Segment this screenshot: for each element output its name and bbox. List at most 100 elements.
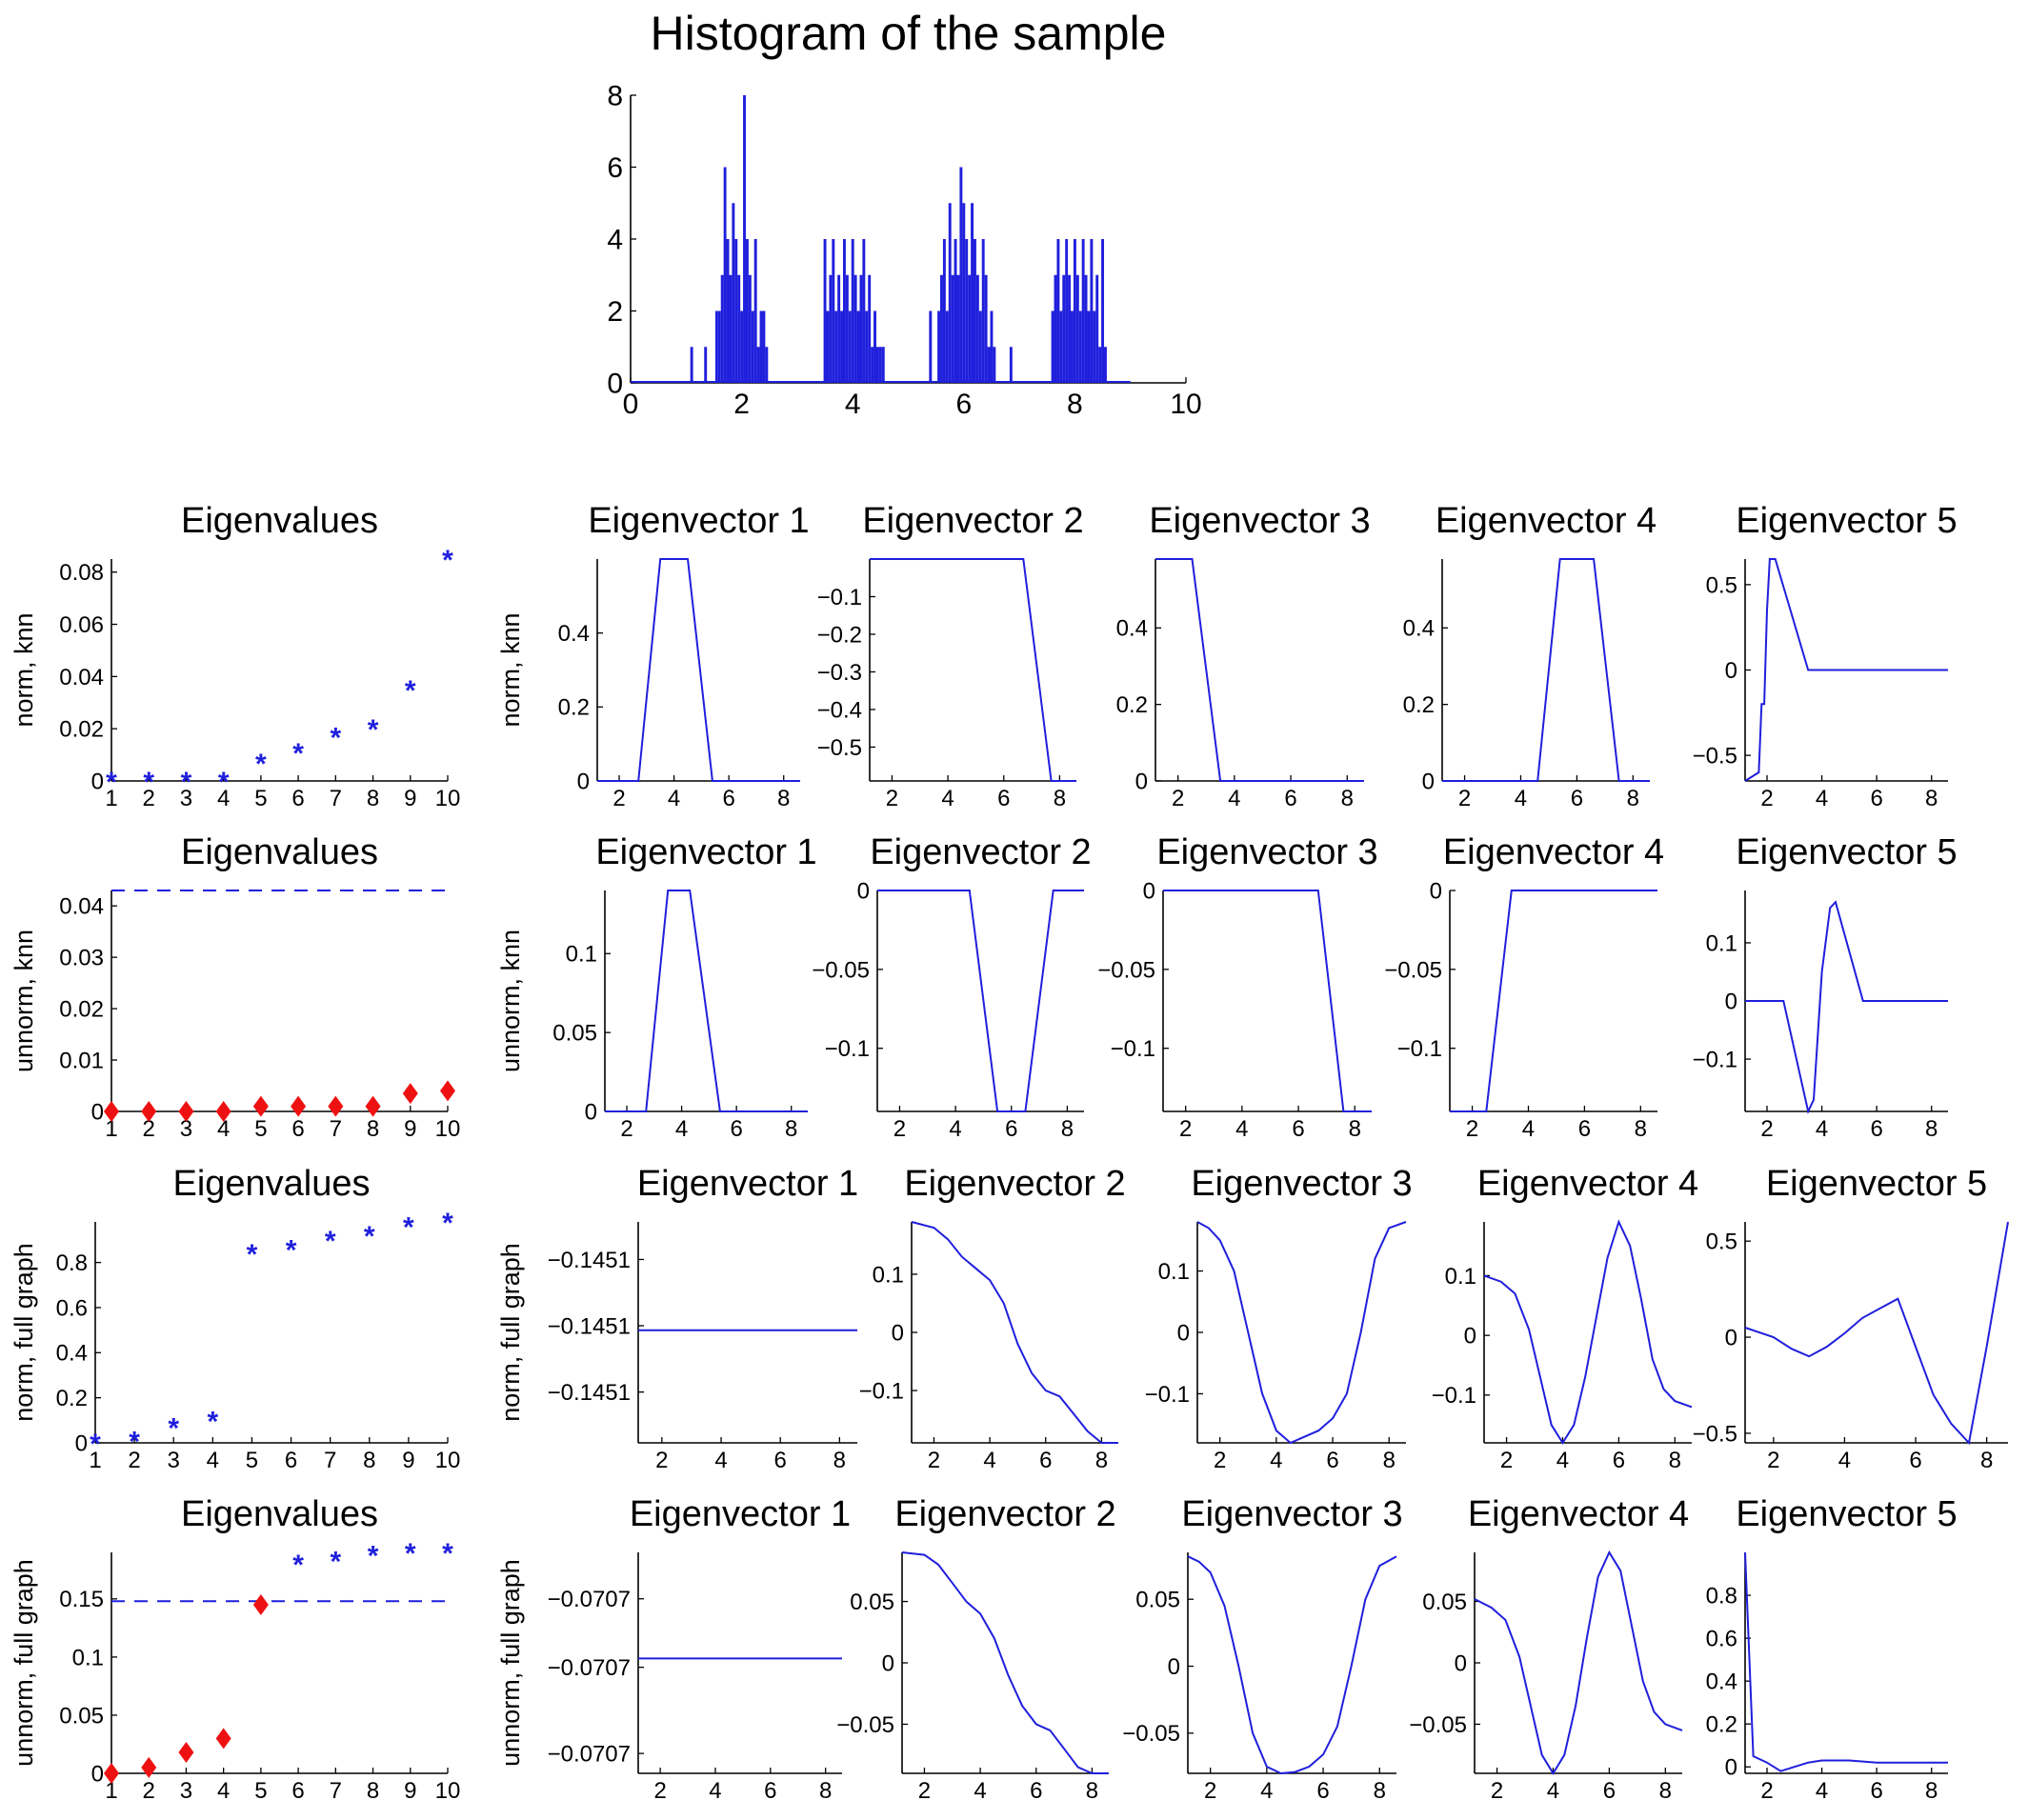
- histogram-bar: [987, 347, 991, 383]
- x-tick-label: 1: [105, 1778, 117, 1804]
- histogram-bar: [881, 347, 885, 383]
- y-tick-label: 0: [75, 1430, 88, 1456]
- x-tick-label: 4: [675, 1116, 688, 1142]
- y-tick-label: 0.4: [1116, 616, 1148, 642]
- y-tick-label: 0.4: [56, 1341, 88, 1367]
- chart-r4c5: Eigenvector 5 2 4 6 8 0.8 0.6 0.4 0.2 0: [1706, 1494, 1958, 1804]
- eigenvalue-star-point: *: [90, 1429, 101, 1460]
- histogram-bar: [1081, 239, 1085, 383]
- x-tick-label: 9: [402, 1448, 414, 1473]
- eigenvalue-star-point: *: [442, 545, 453, 576]
- eigenvalue-diamond-point: [215, 1101, 231, 1122]
- histogram-bar: [965, 239, 969, 383]
- histogram-bar: [859, 274, 863, 383]
- y-tick-label: 0.2: [56, 1386, 88, 1411]
- x-tick-label: 6: [955, 389, 972, 420]
- histogram-bar: [842, 239, 846, 383]
- chart-r3c5: Eigenvector 5 2 4 6 8 0.5 0 −0.5: [1693, 1164, 2009, 1473]
- x-tick-label: 8: [785, 1116, 797, 1142]
- y-tick-label: −0.1: [1432, 1383, 1476, 1409]
- chart-title: Eigenvalues: [181, 832, 378, 872]
- histogram-bar: [865, 310, 869, 383]
- eigenvalue-diamond-point: [178, 1101, 194, 1122]
- eigenvector-line: [1450, 890, 1657, 1112]
- eigenvalue-star-point: *: [181, 767, 192, 798]
- eigenvector-line: [1745, 900, 1948, 1115]
- histogram-bar: [732, 203, 735, 383]
- histogram-bar: [845, 274, 849, 383]
- y-tick-label: 0.08: [59, 560, 104, 586]
- y-tick-label: 0.15: [59, 1587, 104, 1612]
- x-tick-label: 4: [217, 786, 230, 811]
- x-tick-label: 2: [143, 1778, 155, 1804]
- histogram-bar: [1098, 347, 1102, 383]
- histogram-bar: [753, 239, 757, 383]
- y-tick-label: −0.1: [817, 585, 862, 610]
- histogram-bar: [851, 239, 854, 383]
- chart-ev_r4: Eigenvalues unnorm, full graph 1 2 3 4 5 6 7 8 9 10…: [10, 1494, 460, 1804]
- y-tick-label: 0: [857, 878, 870, 904]
- histogram-bar: [743, 95, 746, 383]
- x-tick-label: 3: [168, 1448, 180, 1473]
- histogram-bar: [929, 310, 933, 383]
- x-tick-label: 4: [1816, 1778, 1828, 1804]
- chart-title: Eigenvector 5: [1736, 1494, 1957, 1534]
- histogram-bar: [971, 203, 974, 383]
- histogram-bar: [765, 347, 769, 383]
- eigenvalue-star-point: *: [405, 675, 416, 707]
- histogram-bar: [1093, 310, 1096, 383]
- y-tick-label: 0: [585, 1099, 597, 1125]
- histogram-bar: [878, 347, 882, 383]
- x-tick-label: 4: [1547, 1778, 1559, 1804]
- x-tick-label: 8: [833, 1448, 846, 1473]
- chart-title: Eigenvector 2: [894, 1494, 1115, 1534]
- y-tick-label: 0.4: [1706, 1670, 1737, 1695]
- y-axis-label: norm, knn: [496, 612, 525, 727]
- y-tick-label: 0.02: [59, 996, 104, 1022]
- chart-hist: Histogram of the sample 0 2 4 6 8 10 0 2 4 6 8: [607, 7, 1201, 420]
- x-tick-label: 6: [1571, 786, 1583, 811]
- eigenvalue-diamond-point: [215, 1728, 231, 1750]
- histogram-bar: [948, 203, 952, 383]
- x-tick-label: 10: [435, 1116, 461, 1142]
- x-tick-label: 8: [1925, 1778, 1938, 1804]
- y-axis-label: unnorm, full graph: [496, 1559, 525, 1767]
- chart-title: Histogram of the sample: [651, 7, 1167, 60]
- y-tick-label: 0.03: [59, 946, 104, 971]
- eigenvalue-star-point: *: [368, 1540, 379, 1571]
- x-tick-label: 6: [1578, 1116, 1591, 1142]
- chart-title: Eigenvalues: [172, 1164, 370, 1204]
- x-tick-label: 4: [974, 1778, 986, 1804]
- chart-r2c1: Eigenvector 1 unnorm, knn 2 4 6 8 0 0.05 0.1: [496, 832, 817, 1142]
- x-tick-label: 8: [1374, 1778, 1386, 1804]
- histogram-bar: [1073, 239, 1076, 383]
- chart-title: Eigenvector 2: [862, 501, 1083, 541]
- y-tick-label: 0.1: [1445, 1264, 1476, 1290]
- x-tick-label: 2: [1204, 1778, 1216, 1804]
- y-tick-label: −0.1: [1145, 1382, 1190, 1408]
- histogram-bar: [954, 239, 957, 383]
- histogram-bar: [945, 310, 949, 383]
- x-tick-label: 2: [1179, 1116, 1192, 1142]
- eigenvalue-diamond-point: [291, 1095, 307, 1117]
- x-tick-label: 8: [1095, 1448, 1108, 1473]
- x-tick-label: 3: [180, 1778, 192, 1804]
- x-tick-label: 10: [435, 1448, 461, 1473]
- histogram-bar: [1095, 274, 1099, 383]
- x-tick-label: 4: [949, 1116, 961, 1142]
- x-tick-label: 6: [1292, 1116, 1304, 1142]
- x-tick-label: 6: [774, 1448, 787, 1473]
- histogram-bar: [740, 310, 744, 383]
- x-tick-label: 2: [1500, 1448, 1513, 1473]
- x-tick-label: 2: [928, 1448, 940, 1473]
- y-tick-label: 0.6: [1706, 1626, 1737, 1651]
- y-axis-label: unnorm, knn: [496, 930, 525, 1072]
- x-tick-label: 2: [655, 1448, 668, 1473]
- histogram-bar: [1104, 347, 1107, 383]
- histogram-bar: [837, 274, 841, 383]
- y-tick-label: −0.1: [825, 1036, 870, 1062]
- x-tick-label: 4: [207, 1448, 219, 1473]
- x-tick-label: 8: [1925, 1116, 1938, 1142]
- y-tick-label: 0.4: [558, 621, 590, 647]
- chart-title: Eigenvector 1: [595, 832, 816, 872]
